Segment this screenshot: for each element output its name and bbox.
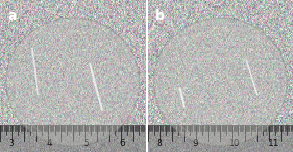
Text: 11: 11 [268, 139, 280, 148]
Text: 8: 8 [156, 139, 162, 148]
Text: 10: 10 [229, 139, 241, 148]
Text: 3: 3 [9, 139, 15, 148]
Ellipse shape [6, 18, 139, 146]
Text: b: b [155, 9, 165, 23]
Text: 4: 4 [47, 139, 52, 148]
Text: 6: 6 [119, 139, 125, 148]
Text: 5: 5 [83, 139, 89, 148]
Ellipse shape [154, 18, 287, 146]
Text: a: a [7, 9, 17, 23]
Text: 9: 9 [193, 139, 198, 148]
